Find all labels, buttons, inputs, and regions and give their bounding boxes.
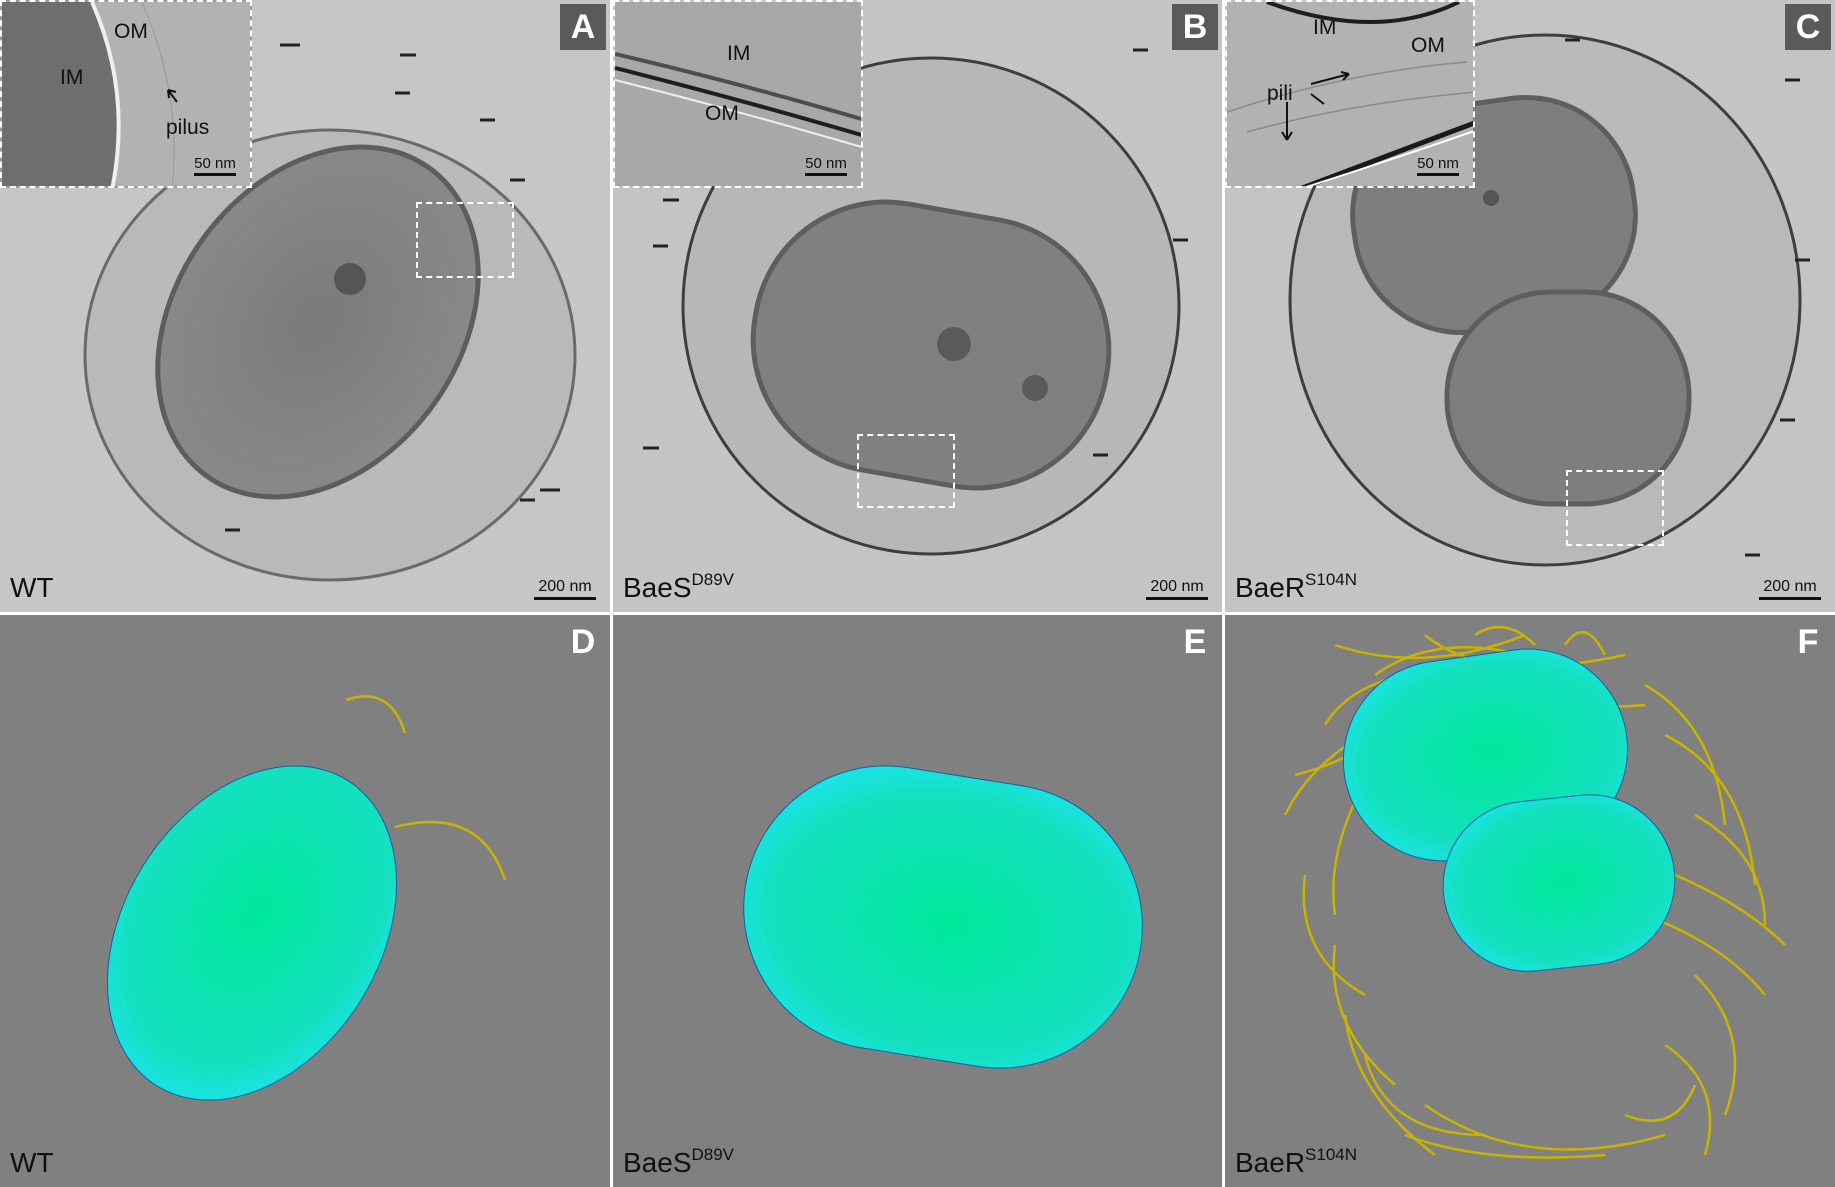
cell-surface [106, 765, 398, 1101]
inset-a-label-om: OM [114, 20, 148, 43]
scale-bar-b: 200 nm [1146, 578, 1208, 600]
inset-b-scale-bar: 50 nm [805, 155, 847, 176]
inset-c-label-im: IM [1313, 16, 1337, 39]
panel-b: IM OM 50 nm B BaeSD89V 200 nm [613, 0, 1222, 612]
panel-letter-d: D [570, 623, 596, 661]
strain-label-f: BaeRS104N [1235, 1145, 1358, 1178]
inset-a-image [2, 2, 250, 186]
inset-b-scale-label: 50 nm [805, 155, 847, 172]
roi-box-c [1566, 470, 1664, 546]
panel-letter-a: A [560, 4, 606, 50]
panel-a: OM IM pilus 50 nm A WT 200 nm [0, 0, 610, 612]
granule [1483, 190, 1499, 206]
scale-label-c: 200 nm [1763, 578, 1817, 595]
cell-surface-2 [1442, 794, 1676, 972]
inset-c-image [1227, 2, 1473, 186]
panel-d-render [106, 695, 507, 1101]
inset-a-scale-bar: 50 nm [194, 155, 236, 176]
inset-c-label-pili: pili [1267, 82, 1293, 105]
granule-1 [937, 327, 971, 361]
inset-c: IM OM pili 50 nm [1225, 0, 1475, 188]
inset-a-label-pilus: pilus [166, 116, 210, 139]
strain-label-e: BaeSD89V [623, 1145, 735, 1178]
scale-bar-a: 200 nm [534, 578, 596, 600]
roi-box-b [857, 434, 955, 508]
strain-label-b: BaeSD89V [623, 570, 735, 603]
inset-a-label-im: IM [60, 66, 84, 89]
strain-label-c: BaeRS104N [1235, 570, 1358, 603]
panel-letter-b: B [1172, 4, 1218, 50]
roi-box-a [416, 202, 514, 278]
strain-label-a: WT [10, 572, 54, 603]
panel-f: F BaeRS104N [1225, 615, 1835, 1187]
panel-e-render [743, 765, 1143, 1069]
panel-a-micrograph [0, 0, 610, 612]
inset-b: IM OM 50 nm [613, 0, 863, 188]
pilus-1 [345, 695, 407, 734]
panel-d: D WT [0, 615, 610, 1187]
pilus-2 [394, 820, 507, 881]
scale-label-a: 200 nm [538, 578, 592, 595]
strain-label-d: WT [10, 1147, 54, 1178]
cell-body-2 [1444, 289, 1692, 507]
cell-body [155, 144, 481, 500]
cell-surface [743, 765, 1143, 1069]
inset-b-image [615, 2, 861, 186]
cell-body [750, 199, 1112, 491]
inset-a-scale-label: 50 nm [194, 155, 236, 172]
panel-c: IM OM pili 50 nm C BaeRS104N 200 nm [1225, 0, 1835, 612]
inset-a: OM IM pilus 50 nm [0, 0, 252, 188]
inset-b-label-im: IM [727, 42, 751, 65]
inset-b-label-om: OM [705, 102, 739, 125]
panel-letter-e: E [1183, 623, 1207, 661]
granule [334, 263, 366, 295]
inset-c-scale-label: 50 nm [1417, 155, 1459, 172]
granule-2 [1022, 375, 1048, 401]
scale-bar-c: 200 nm [1759, 578, 1821, 600]
panel-e: E BaeSD89V [613, 615, 1222, 1187]
panel-f-render [1283, 625, 1786, 1159]
inset-c-label-om: OM [1411, 34, 1445, 57]
panel-letter-c: C [1785, 4, 1831, 50]
pili-network [1283, 625, 1786, 1159]
panel-letter-f: F [1797, 623, 1819, 661]
inset-c-scale-bar: 50 nm [1417, 155, 1459, 176]
scale-label-b: 200 nm [1150, 578, 1204, 595]
